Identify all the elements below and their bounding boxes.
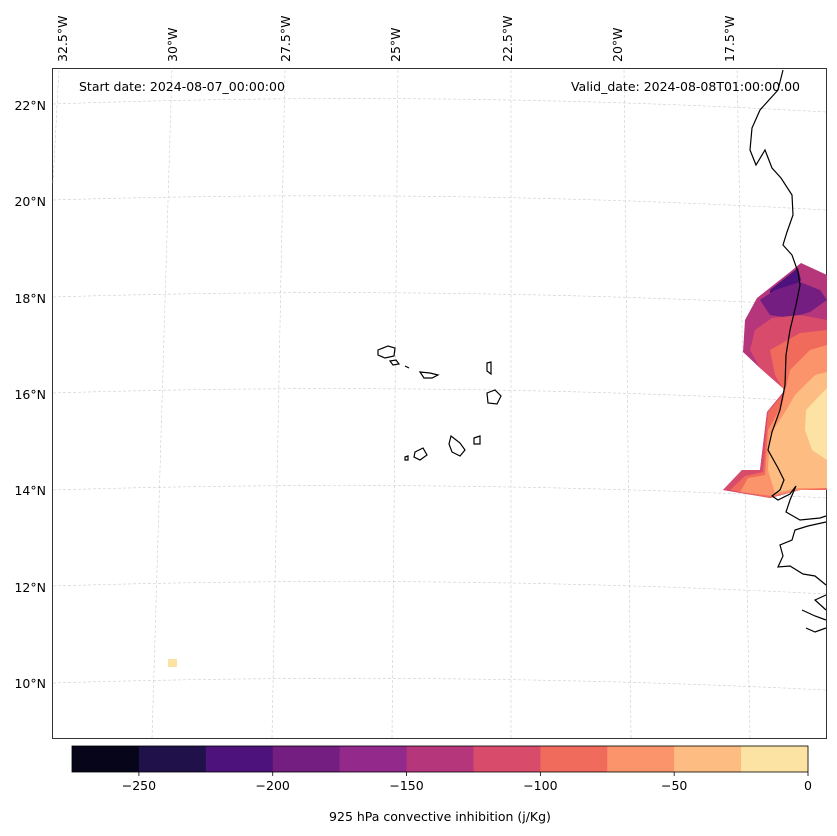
island-santiago: [448, 434, 466, 457]
gridline-lat-10: [52, 678, 827, 691]
gridline-lat-18: [52, 292, 827, 307]
gridline-lat-14: [52, 485, 827, 499]
colorbar-swatch: [72, 746, 140, 772]
gridline-lon-17-5: [736, 67, 751, 739]
lat-label-10: 10°N: [14, 676, 46, 691]
colorbar-swatch: [607, 746, 675, 772]
lon-label-27-5: 27.5°W: [278, 16, 293, 62]
gridline-lat-22: [52, 98, 827, 113]
colorbar: −250 −200 −150 −100 −50 0 925 hPa convective …: [71, 745, 812, 824]
colorbar-swatch: [406, 746, 474, 772]
colorbar-swatch: [741, 746, 809, 772]
lon-label-17-5: 17.5°W: [722, 16, 737, 62]
africa-coastline: [749, 69, 827, 633]
start-date-label: Start date: 2024-08-07_00:00:00: [79, 79, 285, 94]
cin-contour-minus-25: [805, 388, 827, 460]
gridline-lon-30: [151, 67, 173, 739]
cin-contour-fill: [168, 263, 827, 667]
gridline-lat-16: [52, 388, 827, 403]
island-santa-luzia: [404, 365, 410, 369]
colorbar-tick-label: −250: [122, 778, 156, 793]
island-boa-vista: [486, 389, 502, 405]
colorbar-label: 925 hPa convective inhibition (j/Kg): [329, 809, 551, 824]
cin-contour-minus-50: [768, 372, 827, 493]
gridline-lon-20: [623, 67, 632, 739]
island-maio: [473, 435, 481, 445]
colorbar-swatch: [339, 746, 408, 772]
island-santo-antao: [377, 345, 396, 359]
colorbar-frame: [71, 745, 809, 773]
island-sao-vicente: [388, 359, 401, 366]
island-sao-nicolau: [418, 371, 440, 379]
lon-label-20: 20°W: [610, 27, 625, 62]
colorbar-swatch: [540, 746, 608, 772]
island-brava: [404, 455, 409, 461]
lon-label-30: 30°W: [165, 27, 180, 62]
gridline-lon-32-5: [52, 67, 60, 184]
colorbar-tick-label: 0: [804, 778, 812, 793]
valid-date-label: Valid_date: 2024-08-08T01:00:00.00: [571, 79, 800, 94]
coastlines: [377, 69, 827, 633]
gridline-lat-12: [52, 581, 827, 595]
lat-label-16: 16°N: [14, 387, 46, 402]
lon-label-25: 25°W: [388, 27, 403, 62]
gridline-lon-25: [391, 67, 399, 739]
lon-label-22-5: 22.5°W: [500, 16, 515, 62]
lon-label-32-5: 32.5°W: [55, 16, 70, 62]
colorbar-ticks: −250 −200 −150 −100 −50 0: [122, 772, 812, 793]
lat-label-14: 14°N: [14, 483, 46, 498]
colorbar-swatches: [72, 746, 809, 772]
colorbar-tick-label: −50: [661, 778, 687, 793]
island-sal: [486, 361, 492, 376]
colorbar-swatch: [674, 746, 742, 772]
colorbar-swatch: [138, 746, 207, 772]
lon-axis-labels: 32.5°W 30°W 27.5°W 25°W 22.5°W 20°W 17.5…: [55, 16, 737, 62]
colorbar-swatch: [272, 746, 341, 772]
graticule: [52, 67, 827, 739]
cin-contour-minus-175: [760, 282, 827, 318]
lat-label-12: 12°N: [14, 580, 46, 595]
lat-label-20: 20°N: [14, 194, 46, 209]
colorbar-tick-label: −100: [523, 778, 557, 793]
colorbar-swatch: [205, 746, 274, 772]
lat-label-22: 22°N: [14, 98, 46, 113]
colorbar-swatch: [473, 746, 541, 772]
lat-axis-labels: 22°N 20°N 18°N 16°N 14°N 12°N 10°N: [14, 98, 46, 691]
lat-label-18: 18°N: [14, 291, 46, 306]
cin-patch-southwest: [168, 659, 177, 667]
island-fogo: [413, 447, 428, 461]
colorbar-tick-label: −150: [389, 778, 423, 793]
colorbar-tick-label: −200: [256, 778, 290, 793]
gridline-lon-27-5: [271, 67, 286, 739]
gridline-lat-20: [52, 195, 827, 211]
map-frame: [52, 68, 827, 739]
